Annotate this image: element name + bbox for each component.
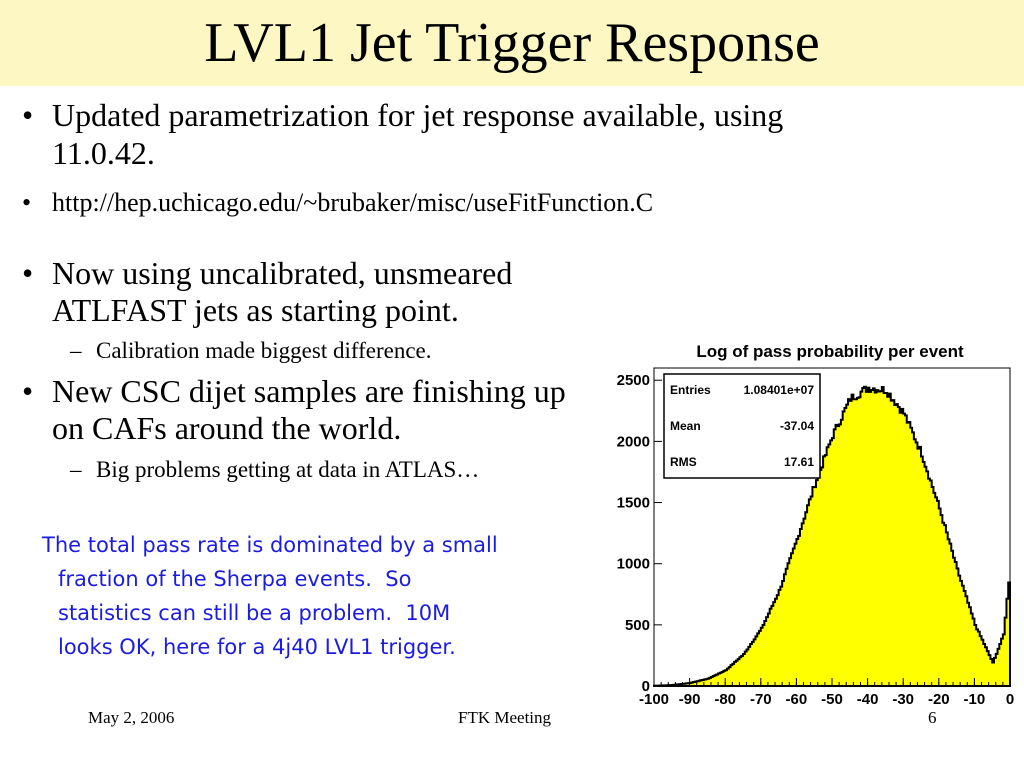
bullet-continuation: on CAFs around the world. <box>52 409 401 447</box>
bullet-text-line2: on CAFs around the world. <box>52 410 402 446</box>
bullet-text-line2: 11.0.42. <box>52 135 155 171</box>
histogram-chart: Log of pass probability per event -100 -9… <box>617 342 1015 708</box>
bullet-dot-icon: • <box>22 373 34 409</box>
url-link[interactable]: http://hep.uchicago.edu/~brubaker/misc/u… <box>52 188 654 217</box>
note-line: statistics can still be a problem. 10M <box>58 601 451 625</box>
title-bar <box>0 0 1024 86</box>
bullet-dot-icon: • <box>22 188 32 217</box>
footer-meeting: FTK Meeting <box>458 708 552 727</box>
x-tick-label: -100 <box>639 691 669 708</box>
x-tick-label: -10 <box>964 691 986 708</box>
bullet-uncalibrated: • Now using uncalibrated, unsmeared <box>22 254 513 292</box>
chart-title: Log of pass probability per event <box>696 342 964 361</box>
x-tick-label: 0 <box>1006 691 1014 708</box>
note-line: The total pass rate is dominated by a sm… <box>42 533 498 557</box>
dash-icon: – <box>70 457 82 482</box>
bullet-continuation: 11.0.42. <box>52 134 155 172</box>
stats-value: -37.04 <box>780 419 814 433</box>
y-tick-label: 500 <box>625 617 650 634</box>
note-line: fraction of the Sherpa events. So <box>58 567 412 591</box>
bullet-updated-parametrization: • Updated parametrization for jet respon… <box>22 96 784 134</box>
stats-value: 17.61 <box>784 455 814 469</box>
bullet-csc-samples: • New CSC dijet samples are finishing up <box>22 372 566 410</box>
sub-bullet-problems: – Big problems getting at data in ATLAS… <box>70 456 480 484</box>
bullet-continuation: ATLFAST jets as starting point. <box>52 291 459 329</box>
x-tick-label: -80 <box>714 691 736 708</box>
stats-label: RMS <box>670 455 697 469</box>
bullet-dot-icon: • <box>22 97 34 133</box>
dash-icon: – <box>70 338 82 363</box>
stats-label: Mean <box>670 419 701 433</box>
plot-area: -100 -90 -80 -70 -60 -50 -40 -30 -20 -10 005001000… <box>617 367 1014 708</box>
bullet-text-line2: ATLFAST jets as starting point. <box>52 292 459 328</box>
note-line: looks OK, here for a 4j40 LVL1 trigger. <box>58 635 456 659</box>
sub-bullet-text: Calibration made biggest difference. <box>96 338 432 363</box>
note-text: The total pass rate is dominated by a sm… <box>42 528 622 664</box>
histogram-bars <box>653 385 1011 687</box>
bullet-text: New CSC dijet samples are finishing up <box>52 373 566 409</box>
stats-label: Entries <box>670 383 711 397</box>
x-tick-label: -40 <box>857 691 879 708</box>
x-tick-label: -50 <box>821 691 843 708</box>
x-tick-label: -30 <box>892 691 914 708</box>
sub-bullet-text: Big problems getting at data in ATLAS… <box>96 457 480 482</box>
x-tick-label: -20 <box>928 691 950 708</box>
bullet-dot-icon: • <box>22 255 34 291</box>
footer-date: May 2, 2006 <box>88 708 175 727</box>
bullet-text: Now using uncalibrated, unsmeared <box>52 255 513 291</box>
x-tick-label: -90 <box>679 691 701 708</box>
x-tick-label: -70 <box>750 691 772 708</box>
y-tick-label: 1500 <box>617 495 650 512</box>
stats-value: 1.08401e+07 <box>744 383 815 397</box>
sub-bullet-calibration: – Calibration made biggest difference. <box>70 337 432 365</box>
y-tick-label: 2000 <box>617 433 650 450</box>
slide-title: LVL1 Jet Trigger Response <box>204 12 820 74</box>
stats-box <box>663 373 821 479</box>
bullet-text: Updated parametrization for jet response… <box>52 97 784 133</box>
footer-page-number: 6 <box>928 708 937 727</box>
y-tick-label: 2500 <box>617 372 650 389</box>
y-tick-label: 1000 <box>617 556 650 573</box>
y-tick-label: 0 <box>642 678 650 695</box>
bullet-url: • http://hep.uchicago.edu/~brubaker/misc… <box>22 188 654 218</box>
x-tick-label: -60 <box>786 691 808 708</box>
